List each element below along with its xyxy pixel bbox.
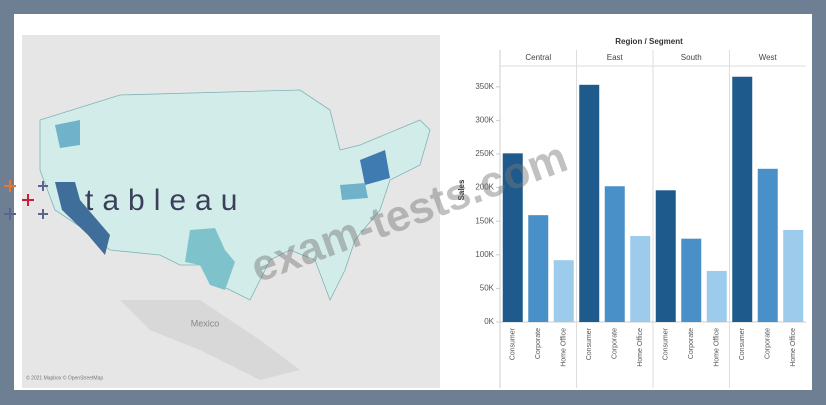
region-header: Central xyxy=(525,53,551,62)
bar xyxy=(502,153,523,322)
bar xyxy=(579,84,600,322)
x-tick-label: Consumer xyxy=(510,327,517,360)
x-tick-label: Home Office xyxy=(714,328,721,367)
map-attribution: © 2021 Mapbox © OpenStreetMap xyxy=(26,374,103,381)
y-tick-label: 50K xyxy=(480,284,495,293)
x-tick-label: Home Office xyxy=(790,328,797,367)
x-tick-label: Consumer xyxy=(739,327,746,360)
chart-title: Region / Segment xyxy=(615,37,683,46)
new-york xyxy=(360,150,390,185)
x-tick-label: Consumer xyxy=(586,327,593,360)
logo-text: tableau xyxy=(85,184,246,217)
bar xyxy=(757,168,778,322)
bar xyxy=(681,238,702,322)
y-tick-label: 0K xyxy=(484,317,494,326)
bar xyxy=(528,215,549,322)
texas xyxy=(185,228,235,290)
x-tick-label: Corporate xyxy=(765,328,772,359)
bar xyxy=(604,186,625,322)
y-tick-label: 150K xyxy=(475,216,494,225)
x-tick-label: Home Office xyxy=(637,328,644,367)
bar xyxy=(732,76,753,323)
california xyxy=(55,182,110,255)
x-tick-label: Corporate xyxy=(688,328,695,359)
bar xyxy=(706,270,727,322)
us-map xyxy=(39,89,431,301)
x-tick-label: Corporate xyxy=(535,328,542,359)
y-tick-label: 250K xyxy=(475,149,494,158)
x-tick-label: Home Office xyxy=(561,328,568,367)
region-header: East xyxy=(607,53,624,62)
y-tick-label: 350K xyxy=(475,82,494,91)
x-tick-label: Corporate xyxy=(612,328,619,359)
x-tick-label: Consumer xyxy=(663,327,670,360)
bar-chart: Region / Segment Sales 0K 50K 100K 150K 200K 25… xyxy=(457,37,806,388)
region-header: West xyxy=(759,53,778,62)
region-header: South xyxy=(681,53,702,62)
y-tick-label: 100K xyxy=(475,250,494,259)
bar xyxy=(783,229,804,322)
logo-icon xyxy=(4,180,48,220)
y-tick-label: 300K xyxy=(475,116,494,125)
bar xyxy=(655,190,676,322)
bar xyxy=(630,235,651,322)
pennsylvania xyxy=(340,183,368,200)
y-axis-label: Sales xyxy=(457,179,466,200)
bar xyxy=(553,260,574,322)
mexico-land xyxy=(120,300,300,380)
map-label: Mexico xyxy=(191,318,220,328)
y-tick-label: 200K xyxy=(475,183,494,192)
washington xyxy=(55,120,80,148)
